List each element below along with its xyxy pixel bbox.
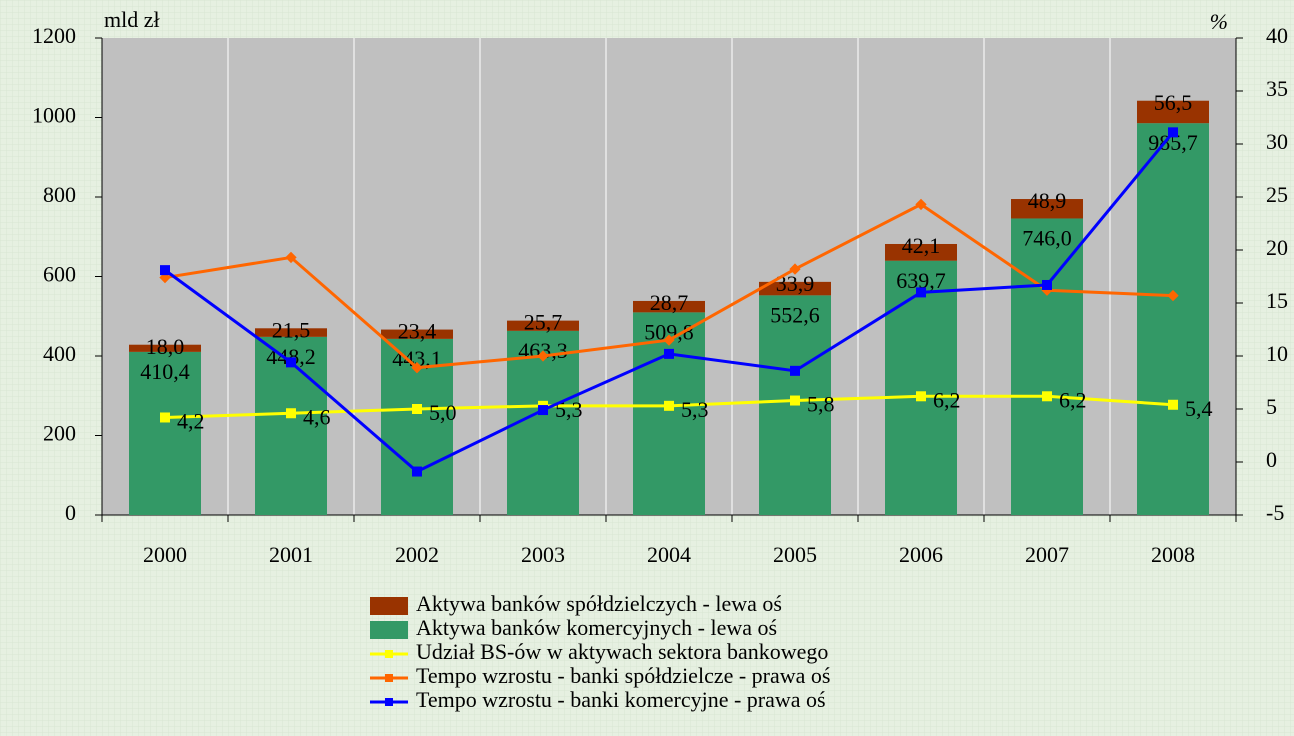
marker: [411, 362, 423, 374]
bar: [129, 344, 201, 352]
marker: [664, 348, 674, 359]
data-label: 4,2: [177, 409, 205, 434]
marker: [789, 263, 801, 275]
legend-marker: [385, 698, 393, 706]
legend-label: Aktywa banków komercyjnych - lewa oś: [416, 615, 777, 640]
data-label: 4,6: [303, 404, 331, 429]
marker: [286, 357, 296, 368]
x-tick-label: 2003: [521, 542, 565, 567]
marker: [1168, 127, 1178, 138]
y-tick-label: 1200: [32, 23, 76, 48]
bar: [129, 351, 201, 515]
data-label: 48,9: [1028, 188, 1067, 213]
legend-label: Udział BS-ów w aktywach sektora bankoweg…: [416, 639, 828, 664]
data-label: 5,4: [1185, 396, 1213, 421]
x-tick-label: 2004: [647, 542, 691, 567]
data-label: 28,7: [650, 290, 689, 315]
x-tick-label: 2001: [269, 542, 313, 567]
data-label: 5,3: [681, 397, 709, 422]
legend-marker: [385, 650, 393, 658]
y2-tick-label: 10: [1266, 341, 1288, 366]
marker: [286, 408, 296, 419]
bar: [1137, 100, 1209, 124]
bar: [507, 320, 579, 331]
x-tick-label: 2007: [1025, 542, 1069, 567]
bar: [1011, 199, 1083, 219]
bar: [381, 329, 453, 339]
x-tick-label: 2002: [395, 542, 439, 567]
y-tick-label: 800: [43, 182, 76, 207]
data-label: 25,7: [524, 310, 563, 335]
y2-tick-label: 0: [1266, 447, 1277, 472]
data-label: 6,2: [933, 387, 961, 412]
bar: [885, 260, 957, 515]
data-label: 552,6: [770, 302, 820, 327]
marker: [538, 405, 548, 416]
data-label: 6,2: [1059, 387, 1087, 412]
bar: [759, 281, 831, 296]
bar: [1011, 218, 1083, 515]
x-tick-label: 2006: [899, 542, 943, 567]
marker: [412, 404, 422, 414]
marker: [1168, 399, 1178, 410]
y2-tick-label: 5: [1266, 394, 1277, 419]
legend-marker: [385, 674, 393, 682]
marker: [412, 466, 422, 477]
y-axis-label: mld zł: [104, 7, 160, 32]
y2-tick-label: 15: [1266, 288, 1288, 313]
legend-swatch: [370, 621, 408, 639]
legend-label: Tempo wzrostu - banki komercyjne - prawa…: [416, 687, 826, 712]
data-label: 21,5: [272, 317, 311, 342]
y-tick-label: 1000: [32, 103, 76, 128]
marker: [663, 334, 675, 346]
data-label: 5,3: [555, 397, 583, 422]
y-tick-label: 200: [43, 421, 76, 446]
data-label: 18,0: [146, 334, 185, 359]
y2-tick-label: 20: [1266, 235, 1288, 260]
y2-tick-label: 35: [1266, 76, 1288, 101]
x-tick-label: 2000: [143, 542, 187, 567]
bar: [633, 312, 705, 515]
marker: [1042, 279, 1052, 290]
y-tick-label: 600: [43, 262, 76, 287]
data-label: 746,0: [1022, 226, 1072, 251]
data-label: 23,4: [398, 319, 437, 344]
data-label: 5,0: [429, 400, 457, 425]
data-label: 5,8: [807, 392, 835, 417]
x-tick-label: 2008: [1151, 542, 1195, 567]
y2-tick-label: -5: [1266, 500, 1284, 525]
marker: [1042, 391, 1052, 402]
bar: [1137, 123, 1209, 515]
legend-label: Tempo wzrostu - banki spółdzielcze - pra…: [416, 663, 831, 688]
data-label: 56,5: [1154, 90, 1193, 115]
data-label: 410,4: [140, 359, 190, 384]
marker: [790, 365, 800, 376]
y-tick-label: 0: [65, 500, 76, 525]
legend-label: Aktywa banków spółdzielczych - lewa oś: [416, 591, 782, 616]
bar: [255, 328, 327, 337]
marker: [160, 265, 170, 276]
marker: [1167, 289, 1179, 302]
bar: [633, 300, 705, 313]
data-label: 42,1: [902, 233, 941, 258]
y2-tick-label: 40: [1266, 23, 1288, 48]
y-tick-label: 400: [43, 341, 76, 366]
y2-tick-label: 25: [1266, 182, 1288, 207]
marker: [916, 287, 926, 298]
marker: [160, 412, 170, 423]
bar: [885, 243, 957, 261]
marker: [915, 198, 927, 211]
legend-swatch: [370, 597, 408, 615]
marker: [664, 400, 674, 411]
y2-axis-label: %: [1210, 9, 1228, 34]
marker: [790, 395, 800, 406]
x-tick-label: 2005: [773, 542, 817, 567]
marker: [916, 391, 926, 402]
y2-tick-label: 30: [1266, 129, 1288, 154]
marker: [537, 350, 549, 362]
